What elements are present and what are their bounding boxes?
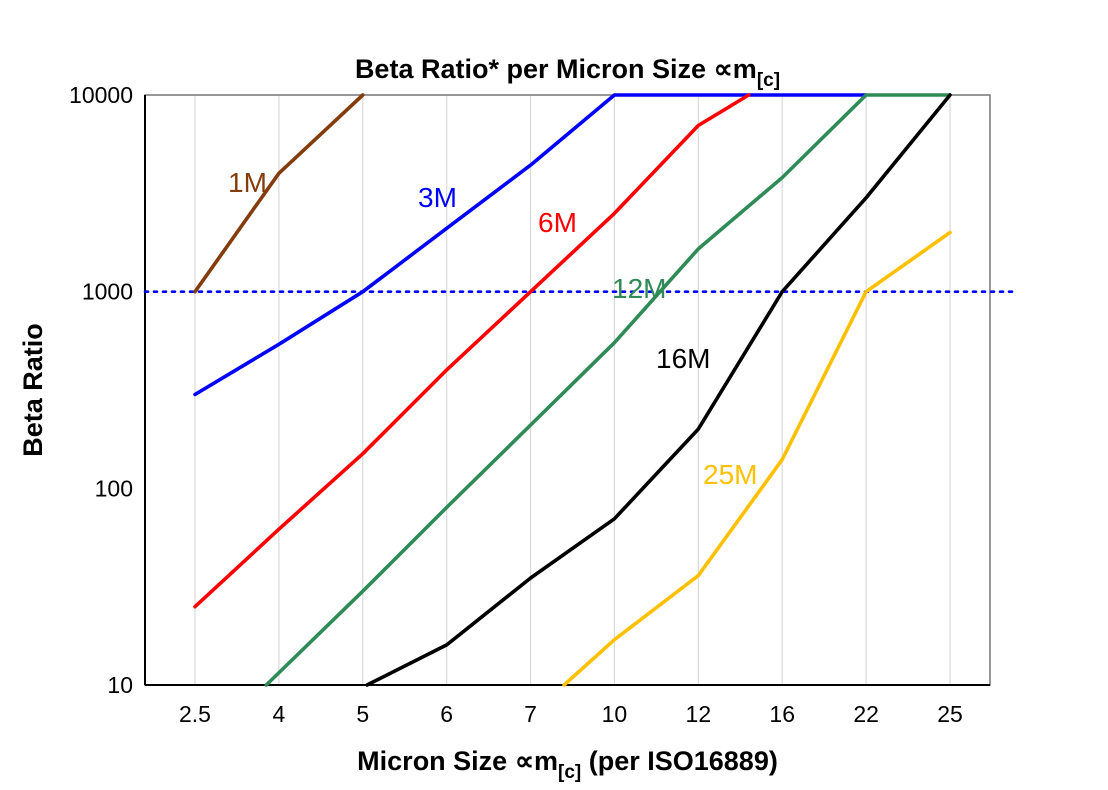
x-tick-label: 12	[686, 701, 712, 727]
series-line-6M	[193, 93, 751, 609]
y-tick-label: 10	[107, 672, 133, 698]
series-line-12M	[264, 93, 952, 687]
series-line-3M	[193, 93, 868, 397]
series-line-1M	[193, 93, 365, 294]
y-tick-label: 1000	[82, 279, 133, 305]
x-tick-label: 22	[853, 701, 879, 727]
y-axis-label: Beta Ratio	[18, 323, 48, 457]
series-label-25M: 25M	[703, 459, 757, 490]
x-tick-label: 16	[769, 701, 795, 727]
series-label-16M: 16M	[656, 343, 710, 374]
series-line-16M	[365, 93, 952, 687]
x-tick-label: 5	[356, 701, 369, 727]
x-axis-label: Micron Size ∝m[c] (per ISO16889)	[357, 746, 778, 783]
x-tick-label: 25	[937, 701, 963, 727]
series-label-1M: 1M	[228, 167, 267, 198]
x-tick-label: 4	[272, 701, 285, 727]
series-label-3M: 3M	[418, 182, 457, 213]
y-tick-label: 100	[95, 475, 133, 501]
series-label-12M: 12M	[612, 273, 666, 304]
chart-title: Beta Ratio* per Micron Size ∝m[c]	[355, 54, 780, 91]
x-tick-label: 7	[524, 701, 537, 727]
series-label-6M: 6M	[538, 207, 577, 238]
series-line-25M	[562, 230, 952, 687]
x-tick-label: 2.5	[179, 701, 211, 727]
x-tick-label: 6	[440, 701, 453, 727]
y-tick-label: 10000	[69, 82, 133, 108]
x-tick-label: 10	[602, 701, 628, 727]
